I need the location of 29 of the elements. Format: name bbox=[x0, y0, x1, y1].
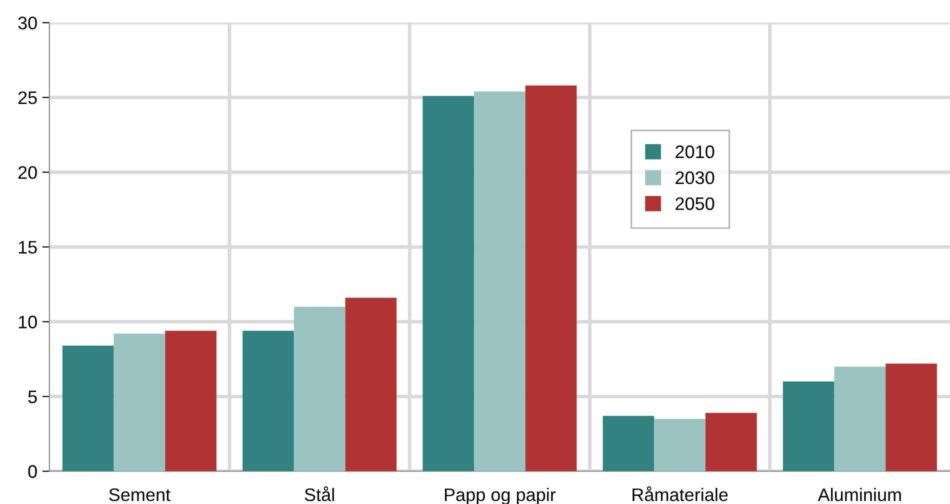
bar bbox=[165, 330, 216, 472]
x-tick-label: Aluminium bbox=[818, 488, 901, 502]
bar bbox=[422, 96, 474, 472]
legend-label: 2050 bbox=[676, 197, 714, 210]
bar bbox=[242, 330, 294, 472]
y-tick-label: 10 bbox=[18, 316, 37, 328]
x-tick-label: Stål bbox=[304, 486, 334, 502]
bar bbox=[62, 346, 114, 472]
y-tick-label: 5 bbox=[28, 390, 37, 404]
legend-label: 2030 bbox=[676, 171, 714, 184]
bar bbox=[602, 416, 654, 472]
y-tick-label: 0 bbox=[28, 465, 37, 478]
y-tick-label: 30 bbox=[18, 16, 37, 30]
y-tick-label: 20 bbox=[18, 166, 37, 179]
bar bbox=[782, 382, 834, 472]
bar bbox=[345, 298, 397, 472]
legend-label: 2010 bbox=[676, 145, 714, 158]
bar bbox=[474, 91, 526, 472]
bar bbox=[654, 418, 706, 472]
bar bbox=[705, 412, 757, 472]
bar bbox=[114, 334, 166, 472]
y-tick-label: 25 bbox=[18, 91, 37, 104]
bar bbox=[834, 366, 886, 472]
y-tick-label: 15 bbox=[18, 241, 37, 254]
bar bbox=[294, 306, 346, 472]
x-tick-label: Sement bbox=[109, 488, 170, 502]
bar bbox=[525, 85, 577, 472]
x-tick-label: Råmateriale bbox=[632, 486, 728, 502]
bar bbox=[886, 364, 937, 472]
